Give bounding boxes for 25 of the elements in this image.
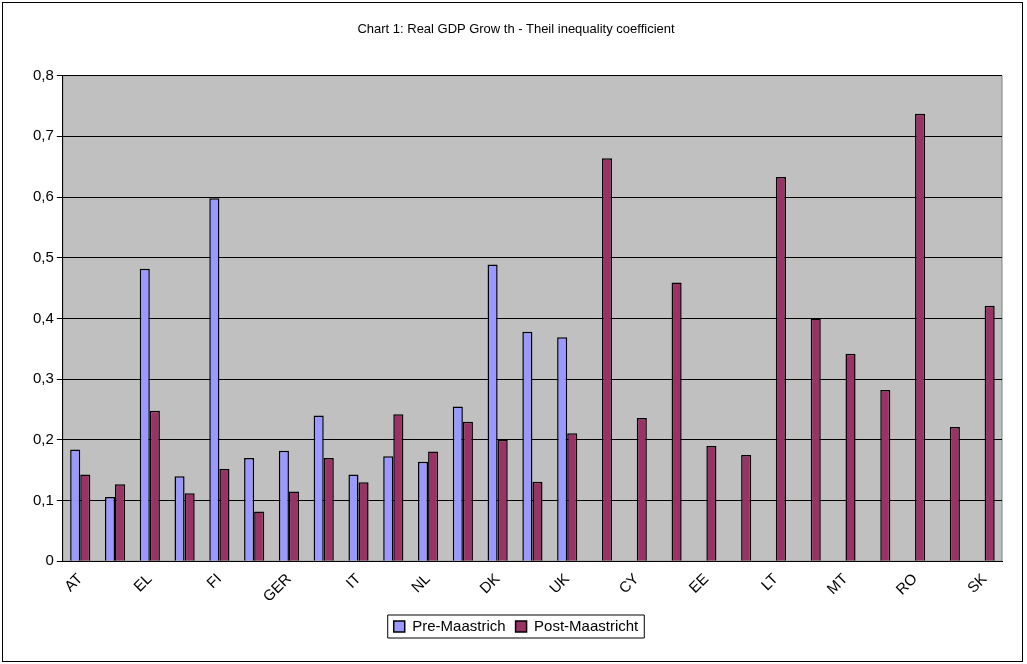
x-tick-label: CY <box>615 569 642 597</box>
x-tick-label: SK <box>963 569 990 596</box>
x-tick-label: FI <box>202 569 225 592</box>
x-tick-label: IT <box>342 569 364 592</box>
x-tick-label: UK <box>545 569 573 597</box>
x-tick-label: MT <box>823 569 851 598</box>
x-tick-label: EL <box>129 569 155 595</box>
y-tick-label: 0,2 <box>32 430 54 448</box>
chart-title: Chart 1: Real GDP Grow th - Theil inequality coefficient <box>357 21 675 37</box>
y-tick-label: 0,5 <box>32 247 54 265</box>
x-tick-label: DK <box>475 569 503 597</box>
legend-label: Post-Maastricht <box>534 616 640 634</box>
y-tick-label: 0,4 <box>32 308 54 326</box>
y-tick-label: 0,3 <box>32 369 54 387</box>
x-tick-label: EE <box>685 569 712 596</box>
y-tick-label: 0,6 <box>32 187 54 205</box>
y-tick-label: 0,8 <box>32 65 54 83</box>
x-tick-label: NL <box>407 569 434 596</box>
y-tick-label: 0,7 <box>32 126 54 144</box>
y-tick-label: 0 <box>45 551 54 569</box>
x-tick-label: AT <box>60 569 86 595</box>
legend-label: Pre-Maastrich <box>412 616 506 634</box>
x-tick-label: RO <box>892 569 921 598</box>
y-tick-label: 0,1 <box>32 490 54 508</box>
x-tick-label: LT <box>757 569 781 594</box>
